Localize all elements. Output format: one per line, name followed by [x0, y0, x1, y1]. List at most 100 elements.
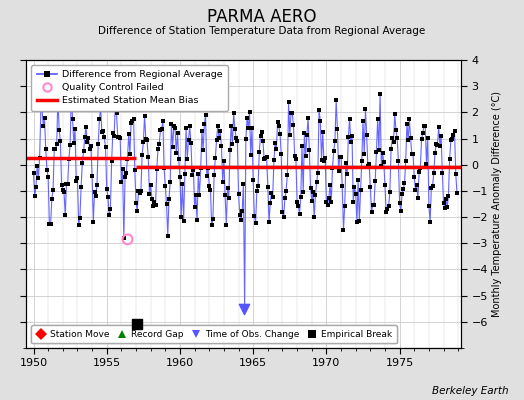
Point	[158, 126, 166, 132]
Point	[398, 191, 406, 197]
Point	[122, 170, 130, 176]
Point	[248, 125, 256, 131]
Point	[99, 128, 107, 134]
Point	[172, 150, 180, 157]
Point	[30, 193, 39, 200]
Point	[162, 201, 171, 207]
Point	[290, 153, 299, 159]
Point	[223, 185, 232, 192]
Point	[111, 103, 119, 110]
Point	[133, 321, 141, 328]
Point	[346, 139, 355, 146]
Point	[260, 156, 268, 162]
Point	[327, 198, 335, 205]
Point	[71, 126, 79, 132]
Point	[285, 99, 293, 105]
Point	[445, 156, 454, 162]
Point	[138, 152, 146, 158]
Point	[348, 133, 356, 139]
Point	[378, 150, 387, 156]
Point	[375, 147, 383, 154]
Point	[163, 233, 172, 239]
Point	[123, 236, 132, 242]
Point	[107, 158, 116, 164]
Point	[44, 174, 52, 181]
Point	[227, 122, 235, 129]
Point	[332, 97, 341, 103]
Point	[182, 125, 190, 132]
Point	[92, 193, 100, 199]
Point	[211, 155, 220, 161]
Point	[209, 216, 217, 222]
Point	[84, 134, 93, 141]
Point	[50, 146, 59, 152]
Point	[270, 157, 278, 164]
Point	[370, 202, 378, 208]
Point	[316, 118, 324, 124]
Point	[263, 154, 271, 161]
Point	[60, 189, 68, 196]
Point	[29, 170, 38, 177]
Point	[441, 204, 449, 211]
Point	[67, 90, 75, 96]
Point	[408, 151, 416, 158]
Point	[298, 143, 306, 150]
Point	[112, 110, 121, 117]
Point	[32, 184, 40, 190]
Y-axis label: Monthly Temperature Anomaly Difference (°C): Monthly Temperature Anomaly Difference (…	[492, 91, 502, 317]
Point	[345, 116, 354, 122]
Point	[321, 154, 330, 161]
Point	[397, 208, 405, 215]
Point	[274, 119, 282, 125]
Point	[271, 140, 279, 146]
Point	[206, 187, 215, 194]
Point	[210, 171, 219, 178]
Point	[43, 166, 51, 173]
Point	[34, 175, 42, 181]
Point	[448, 136, 456, 142]
Point	[244, 124, 253, 131]
Point	[176, 174, 184, 181]
Point	[435, 142, 444, 149]
Point	[404, 137, 412, 144]
Point	[165, 196, 173, 202]
Point	[444, 192, 453, 199]
Point	[303, 132, 311, 138]
Point	[215, 135, 223, 142]
Point	[96, 104, 105, 111]
Point	[423, 135, 432, 141]
Point	[187, 140, 195, 146]
Point	[166, 179, 174, 185]
Point	[154, 146, 162, 152]
Point	[36, 154, 44, 161]
Point	[249, 177, 257, 183]
Point	[385, 203, 393, 210]
Point	[139, 139, 148, 146]
Point	[241, 306, 249, 312]
Point	[250, 213, 258, 219]
Point	[354, 177, 362, 184]
Point	[226, 147, 234, 154]
Point	[259, 138, 267, 144]
Point	[310, 214, 319, 220]
Point	[434, 123, 443, 130]
Point	[356, 186, 365, 193]
Point	[200, 121, 209, 127]
Point	[389, 139, 398, 145]
Point	[412, 182, 421, 188]
Point	[289, 122, 298, 128]
Point	[132, 200, 140, 206]
Point	[297, 194, 305, 200]
Point	[409, 150, 417, 157]
Point	[390, 110, 399, 117]
Text: Difference of Station Temperature Data from Regional Average: Difference of Station Temperature Data f…	[99, 26, 425, 36]
Point	[452, 170, 460, 177]
Point	[212, 137, 221, 143]
Point	[225, 195, 233, 201]
Point	[220, 157, 228, 164]
Point	[443, 204, 451, 211]
Point	[349, 198, 357, 205]
Point	[350, 184, 358, 190]
Point	[418, 136, 426, 142]
Point	[357, 158, 366, 164]
